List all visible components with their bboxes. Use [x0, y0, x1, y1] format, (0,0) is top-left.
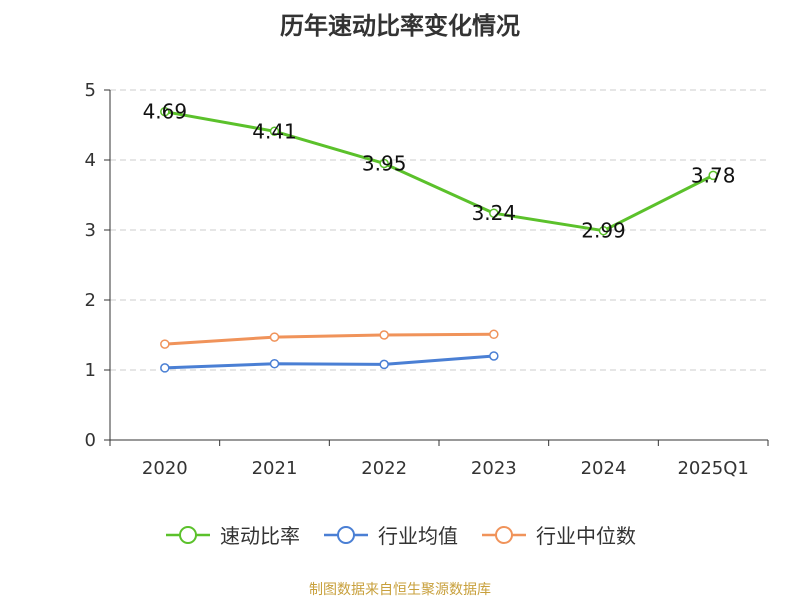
data-label-2023: 3.24 [472, 201, 517, 225]
point-quick-ratio-2020 [160, 106, 170, 117]
point-quick-ratio-2022 [379, 158, 389, 169]
point-industry-mean-2020 [160, 363, 170, 373]
legend-label-quick-ratio: 速动比率 [220, 524, 300, 548]
legend-item-quick-ratio[interactable]: 速动比率 [164, 520, 300, 549]
data-label-2025Q1: 3.78 [691, 163, 736, 187]
x-tick-label-2020: 2020 [142, 458, 188, 479]
point-industry-mean-2021 [269, 358, 280, 369]
x-tick-label-2024: 2024 [581, 458, 627, 479]
point-quick-ratio-2023 [489, 208, 499, 218]
y-tick-label-5: 5 [85, 80, 96, 101]
series-lines [160, 106, 718, 373]
point-industry-median-2023 [489, 329, 499, 340]
data-label-2021: 4.41 [252, 119, 297, 143]
legend-marker-industry-median [482, 525, 526, 544]
data-label-2022: 3.95 [362, 152, 407, 176]
series-line-industry-median [164, 332, 494, 346]
point-quick-ratio-2025Q1 [708, 170, 718, 181]
legend-item-industry-mean[interactable]: 行业均值 [322, 520, 458, 549]
y-tick-label-2: 2 [85, 290, 96, 311]
y-tick-label-0: 0 [85, 430, 96, 451]
point-industry-mean-2023 [489, 351, 499, 361]
data-labels: 4.69 4.41 3.95 3.24 2.99 3.78 [143, 100, 736, 243]
data-label-2020: 4.69 [143, 100, 188, 124]
gridlines [110, 89, 768, 371]
legend-item-industry-median[interactable]: 行业中位数 [480, 520, 636, 549]
legend-marker-quick-ratio [166, 525, 210, 544]
legend-marker-industry-mean [324, 525, 368, 544]
point-industry-median-2021 [269, 332, 280, 342]
data-label-2024: 2.99 [581, 219, 626, 243]
source-note: 制图数据来自恒生聚源数据库 [309, 582, 491, 598]
axes: 0 1 2 3 4 5 2020 2021 2022 2023 2024 2025Q1 [85, 80, 769, 479]
x-tick-label-2021: 2021 [252, 458, 298, 479]
legend-label-industry-median: 行业中位数 [536, 524, 636, 548]
point-quick-ratio-2024 [598, 225, 609, 236]
y-tick-label-4: 4 [85, 150, 96, 171]
y-tick-label-3: 3 [85, 220, 96, 241]
x-tick-label-2025Q1: 2025Q1 [677, 458, 748, 479]
chart-legend: 速动比率 行业均值 行业中位数 [0, 520, 800, 549]
x-tick-label-2022: 2022 [361, 458, 407, 479]
point-quick-ratio-2021 [269, 126, 280, 137]
series-line-quick-ratio [164, 110, 714, 233]
legend-label-industry-mean: 行业均值 [378, 524, 458, 548]
point-industry-median-2022 [379, 330, 389, 340]
chart-title: 历年速动比率变化情况 [280, 12, 520, 40]
series-line-industry-mean [164, 354, 494, 370]
y-tick-label-1: 1 [85, 360, 96, 381]
point-industry-median-2020 [160, 339, 170, 349]
point-industry-mean-2022 [379, 359, 389, 370]
x-tick-label-2023: 2023 [471, 458, 517, 479]
